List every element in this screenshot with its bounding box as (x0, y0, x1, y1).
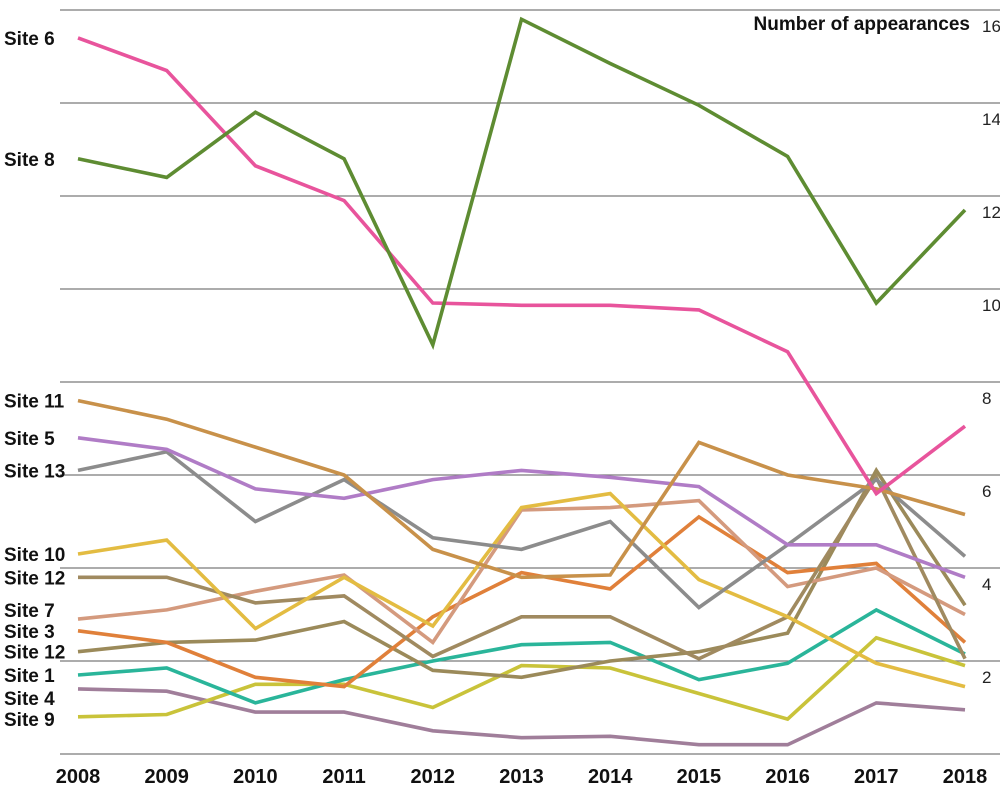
x-tick-label: 2013 (499, 766, 544, 788)
series-label: Site 7 (4, 601, 55, 622)
series-label: Site 9 (4, 710, 55, 731)
x-tick-label: 2014 (588, 766, 633, 788)
y-tick-label: 14 (982, 110, 1000, 129)
x-axis-ticks: 2008 2009 2010 2011 2012 2013 2014 2015 2016 2017… (56, 766, 988, 788)
series-line-site-6 (77, 36, 967, 497)
x-tick-label: 2011 (322, 766, 365, 788)
y-tick-label: 4 (982, 575, 991, 594)
series-line-site-12 (78, 473, 967, 661)
x-tick-label: 2018 (943, 766, 988, 788)
series-label: Site 10 (4, 545, 65, 566)
series-label: Site 4 (4, 689, 55, 710)
series-label: Site 11 (4, 392, 65, 413)
series-line-site-1 (77, 607, 966, 705)
series-label: Site 1 (4, 666, 55, 687)
x-tick-label: 2009 (144, 766, 189, 788)
y-tick-label: 8 (982, 389, 991, 408)
series-lines (77, 16, 967, 747)
series-line-site-13 (77, 449, 967, 610)
y-tick-label: 2 (982, 668, 991, 687)
y-tick-label: 12 (982, 203, 1000, 222)
series-label: Site 8 (4, 150, 55, 171)
x-tick-label: 2016 (765, 766, 810, 788)
series-label: Site 13 (4, 461, 65, 482)
series-line-site-5 (77, 436, 966, 579)
y-axis-title: Number of appearances (754, 14, 970, 35)
series-label: Site 12 (4, 568, 65, 589)
y-tick-label: 16 (982, 17, 1000, 36)
series-line-site-10 (77, 491, 966, 689)
series-line-site-11 (77, 398, 966, 580)
x-tick-label: 2015 (677, 766, 722, 788)
series-label: Site 3 (4, 622, 55, 643)
x-tick-label: 2012 (411, 766, 456, 788)
series-label: Site 6 (4, 29, 55, 50)
series-line-site-8 (77, 16, 967, 350)
x-tick-label: 2010 (233, 766, 278, 788)
x-tick-label: 2008 (56, 766, 101, 788)
y-tick-label: 10 (982, 296, 1000, 315)
y-axis-ticks: 2 4 6 8 10 12 14 16 (982, 17, 1000, 687)
series-label: Site 12 (4, 643, 65, 664)
series-line-site-9 (77, 635, 966, 722)
x-tick-label: 2017 (854, 766, 899, 788)
y-tick-label: 6 (982, 482, 991, 501)
series-line-site-4 (77, 687, 966, 747)
series-label: Site 5 (4, 429, 55, 450)
